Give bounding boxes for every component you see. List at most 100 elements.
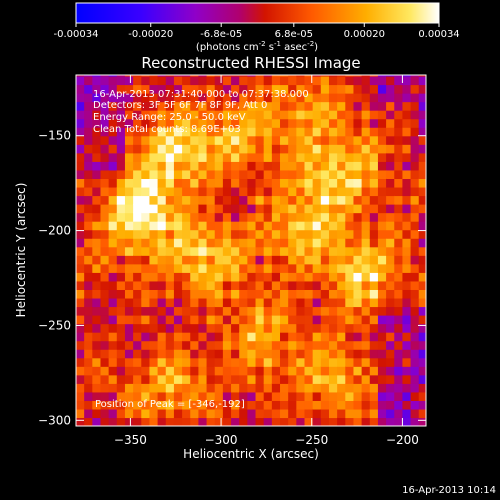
heatmap-cell (288, 84, 297, 94)
heatmap-cell (296, 195, 306, 205)
heatmap-cell (328, 289, 338, 299)
heatmap-cell (247, 144, 257, 154)
heatmap-cell (271, 101, 281, 111)
heatmap-cell (100, 75, 110, 86)
heatmap-cell (84, 135, 93, 145)
heatmap-cell (247, 75, 257, 77)
heatmap-cell (263, 400, 273, 410)
heatmap-cell (296, 169, 306, 180)
heatmap-cell (353, 289, 363, 299)
heatmap-cell (353, 366, 363, 376)
heatmap-cell (328, 127, 338, 137)
heatmap-cell (76, 195, 85, 205)
heatmap-cell (100, 357, 110, 367)
heatmap-cell (231, 272, 240, 282)
heatmap-cell (198, 280, 208, 290)
heatmap-cell (206, 306, 216, 316)
heatmap-cell (288, 323, 297, 333)
heatmap-cell (263, 417, 273, 426)
heatmap-cell (116, 127, 126, 137)
heatmap-cell (369, 93, 379, 103)
heatmap-cell (304, 383, 314, 393)
heatmap-cell (214, 204, 224, 214)
heatmap-cell (231, 349, 240, 359)
heatmap-cell (271, 144, 281, 154)
heatmap-cell (198, 289, 208, 299)
heatmap-cell (418, 323, 426, 333)
heatmap-cell (353, 391, 363, 401)
heatmap-cell (76, 186, 85, 197)
heatmap-cell (271, 75, 281, 86)
heatmap-cell (214, 84, 224, 94)
heatmap-cell (418, 110, 426, 120)
heatmap-cell (328, 75, 338, 86)
heatmap-cell (386, 118, 395, 128)
heatmap-cell (206, 161, 216, 171)
heatmap-cell (288, 169, 297, 180)
heatmap-cell (369, 84, 379, 94)
heatmap-cell (92, 110, 102, 120)
heatmap-cell (369, 101, 379, 111)
heatmap-cell (100, 297, 110, 308)
heatmap-cell (328, 229, 338, 239)
heatmap-cell (312, 144, 322, 154)
heatmap-cell (92, 161, 102, 171)
heatmap-cell (124, 315, 134, 325)
heatmap-cell (190, 93, 200, 103)
heatmap-cell (271, 408, 281, 419)
heatmap-cell (84, 101, 93, 111)
heatmap-cell (263, 110, 273, 120)
heatmap-cell (361, 289, 371, 299)
heatmap-cell (418, 118, 426, 128)
heatmap-cell (361, 229, 371, 239)
heatmap-cell (124, 297, 134, 308)
heatmap-cell (198, 340, 208, 350)
heatmap-cell (320, 93, 330, 103)
heatmap-cell (182, 297, 191, 308)
heatmap-cell (402, 75, 412, 77)
heatmap-cell (337, 118, 346, 128)
heatmap-cell (328, 366, 338, 376)
heatmap-cell (255, 178, 265, 188)
heatmap-cell (92, 229, 102, 239)
heatmap-cell (386, 297, 395, 308)
heatmap-cell (312, 417, 322, 426)
heatmap-cell (247, 323, 257, 333)
heatmap-cell (328, 204, 338, 214)
heatmap-cell (312, 186, 322, 197)
heatmap-cell (165, 110, 175, 120)
heatmap-cell (345, 306, 355, 316)
heatmap-cell (149, 186, 159, 197)
heatmap-cell (100, 400, 110, 410)
heatmap-cell (133, 212, 142, 222)
heatmap-cell (198, 135, 208, 145)
heatmap-cell (402, 101, 412, 111)
heatmap-cell (369, 366, 379, 376)
heatmap-cell (361, 272, 371, 282)
heatmap-cell (263, 246, 273, 256)
heatmap-cell (247, 417, 257, 426)
heatmap-cell (124, 306, 134, 316)
heatmap-cell (410, 246, 420, 256)
heatmap-cell (222, 323, 232, 333)
heatmap-cell (320, 169, 330, 180)
heatmap-cell (394, 323, 404, 333)
heatmap-cell (239, 238, 248, 248)
heatmap-cell (345, 93, 355, 103)
heatmap-cell (214, 391, 224, 401)
heatmap-cell (157, 127, 167, 137)
heatmap-cell (206, 127, 216, 137)
heatmap-cell (165, 323, 175, 333)
heatmap-cell (198, 374, 208, 384)
heatmap-cell (328, 75, 338, 77)
heatmap-cell (353, 229, 363, 239)
heatmap-cell (92, 169, 102, 180)
heatmap-cell (247, 306, 257, 316)
heatmap-cell (100, 144, 110, 154)
heatmap-cell (206, 383, 216, 393)
y-tick-label: −250 (38, 318, 71, 332)
heatmap-cell (124, 391, 134, 401)
heatmap-cell (182, 75, 191, 77)
heatmap-cell (222, 391, 232, 401)
heatmap-cell (386, 340, 395, 350)
